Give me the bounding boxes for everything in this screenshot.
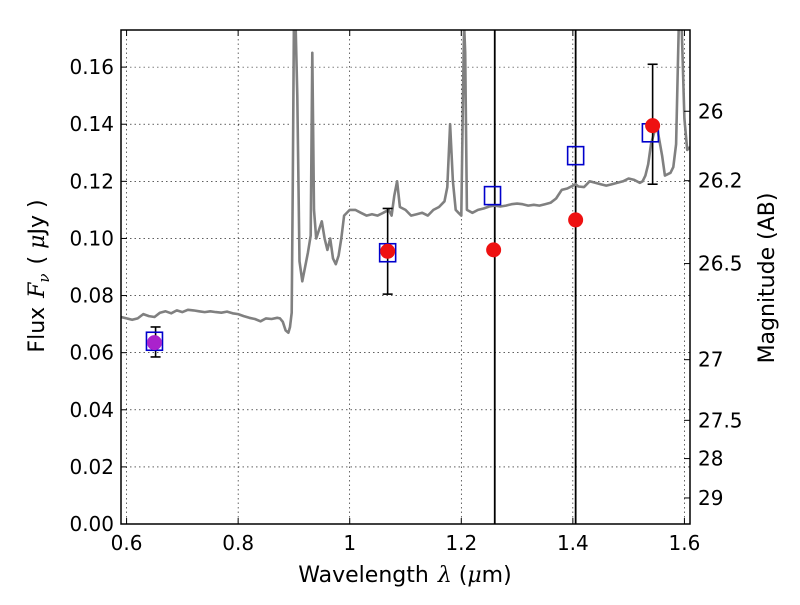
detection-point — [146, 335, 162, 351]
tick-layer — [121, 30, 690, 525]
magnitude-tick-label: 27.5 — [698, 408, 743, 432]
x-axis-title-unit: m) — [482, 563, 512, 588]
y-axis-title-subscript: ν — [35, 273, 53, 282]
x-tick-label: 1 — [343, 531, 356, 555]
y-tick-label: 0.10 — [69, 226, 114, 250]
grid-layer — [121, 30, 690, 525]
y-axis-title-unit: Jy — [25, 215, 50, 237]
y-axis-title-open-paren: ( — [25, 256, 50, 265]
y-axis-title-word: Flux — [25, 307, 50, 353]
y-axis-title-symbol: F — [25, 282, 50, 299]
vertical-lines — [493, 30, 577, 524]
magnitude-tick-label: 29 — [698, 486, 723, 510]
square-marker — [145, 331, 164, 352]
x-axis-title-mu: μ — [467, 563, 481, 588]
y-tick-label: 0.00 — [69, 512, 114, 536]
y-tick-label: 0.04 — [69, 398, 114, 422]
y-axis-title-mu: μ — [25, 235, 50, 249]
y-tick-label: 0.02 — [69, 455, 114, 479]
x-tick-label: 0.8 — [222, 531, 254, 555]
y-tick-label: 0.08 — [69, 284, 114, 308]
x-tick-label: 1.2 — [445, 531, 477, 555]
model-spectrum-layer — [121, 30, 690, 335]
magnitude-tick-label: 26.5 — [698, 252, 743, 276]
square-marker — [483, 185, 502, 206]
measured-point — [568, 212, 584, 228]
x-axis-title: Wavelength λ (μm) — [298, 563, 511, 588]
tick-label-layer: 0.6 0.8 1 1.2 1.4 1.6 0.00 0.02 0.04 0.06 0.08 0.10… — [69, 55, 742, 555]
x-tick-label: 1.6 — [669, 531, 701, 555]
x-axis-title-word: Wavelength — [298, 563, 429, 588]
model-spectrum-line — [121, 30, 690, 335]
x-tick-label: 1.4 — [557, 531, 589, 555]
square-marker — [566, 145, 585, 166]
x-axis-title-symbol: λ — [437, 563, 452, 588]
y-tick-label: 0.12 — [69, 169, 114, 193]
magnitude-tick-label: 27 — [698, 348, 723, 372]
measured-point — [380, 243, 396, 259]
y-tick-label: 0.06 — [69, 341, 114, 365]
y-axis-title: Flux Fν ( μJy) — [25, 199, 53, 352]
y-axis-title-close-paren: ) — [25, 199, 50, 208]
x-axis-title-paren: ( — [459, 563, 468, 588]
square-marker — [378, 242, 397, 263]
y-tick-label: 0.16 — [69, 55, 114, 79]
plot-frame — [120, 29, 691, 525]
magnitude-tick-label: 26.2 — [698, 169, 743, 193]
measured-point — [486, 242, 502, 258]
y-tick-label: 0.14 — [69, 112, 114, 136]
x-tick-label: 0.6 — [111, 531, 143, 555]
magnitude-tick-label: 26 — [698, 99, 723, 123]
measured-point — [645, 118, 661, 134]
point-marker-layer — [146, 118, 661, 351]
magnitude-axis-title: Magnitude (AB) — [755, 193, 780, 364]
magnitude-tick-label: 28 — [698, 447, 723, 471]
box-marker-layer — [145, 122, 660, 352]
